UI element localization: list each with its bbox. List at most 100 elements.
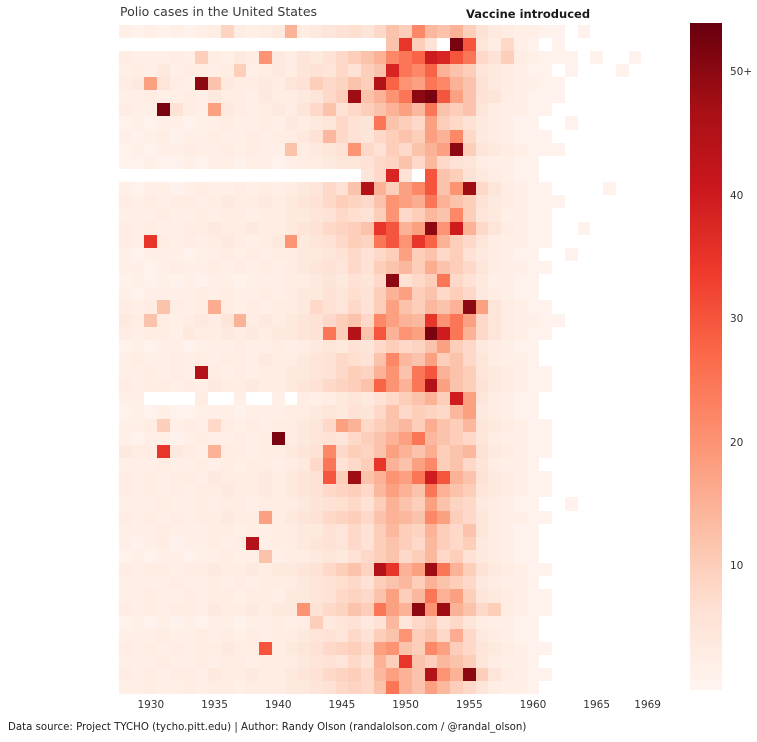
heatmap-cell (373, 379, 387, 393)
heatmap-cell (310, 549, 323, 564)
heatmap-cell (475, 655, 489, 669)
heatmap-cell (297, 352, 311, 367)
heatmap-cell (552, 313, 565, 327)
heatmap-cell (475, 195, 489, 209)
heatmap-cell (259, 655, 272, 669)
heatmap-cell (475, 155, 489, 169)
heatmap-cell (195, 116, 209, 130)
heatmap-cell (259, 77, 272, 91)
heatmap-cell (603, 116, 616, 130)
heatmap-cell (411, 576, 425, 590)
heatmap-cell (539, 655, 553, 669)
heatmap-cell (297, 274, 311, 288)
heatmap-cell (169, 103, 183, 117)
heatmap-cell (641, 169, 654, 183)
heatmap-cell (233, 274, 247, 288)
heatmap-cell (488, 50, 502, 64)
heatmap-cell (157, 471, 170, 485)
heatmap-cell (386, 208, 400, 222)
heatmap-cell (450, 523, 463, 537)
heatmap-cell (424, 208, 438, 222)
heatmap-cell (284, 300, 298, 314)
heatmap-cell (220, 431, 234, 445)
heatmap-cell (322, 300, 336, 314)
heatmap-cell (539, 628, 553, 642)
heatmap-cell (615, 484, 629, 498)
heatmap-cell (501, 195, 514, 209)
heatmap-cell (284, 418, 298, 432)
heatmap-cell (475, 549, 489, 564)
heatmap-cell (462, 510, 476, 524)
heatmap-cell (386, 576, 400, 590)
heatmap-cell (615, 339, 629, 353)
heatmap-cell (475, 63, 489, 78)
heatmap-cell (615, 563, 629, 577)
heatmap-cell (501, 37, 514, 51)
heatmap-cell (373, 195, 387, 209)
heatmap-cell (628, 536, 642, 550)
heatmap-cell (195, 576, 209, 590)
heatmap-cell (564, 536, 578, 550)
heatmap-cell (157, 287, 170, 301)
heatmap-cell (271, 576, 285, 590)
heatmap-cell (475, 458, 489, 472)
heatmap-cell (310, 90, 323, 104)
heatmap-cell (552, 339, 565, 353)
heatmap-cell (399, 484, 412, 498)
heatmap-cell (169, 50, 183, 64)
heatmap-cell (233, 668, 247, 682)
heatmap-cell (628, 589, 642, 603)
heatmap-cell (399, 655, 412, 669)
heatmap-cell (119, 142, 132, 156)
heatmap-cell (386, 510, 400, 524)
heatmap-cell (475, 326, 489, 340)
heatmap-cell (411, 366, 425, 380)
heatmap-cell (284, 497, 298, 511)
heatmap-cell (297, 392, 311, 406)
heatmap-cell (169, 523, 183, 537)
heatmap-cell (641, 352, 654, 367)
heatmap-cell (424, 142, 438, 156)
heatmap-cell (564, 142, 578, 156)
heatmap-cell (361, 247, 374, 261)
heatmap-cell (475, 287, 489, 301)
heatmap-cell (310, 221, 323, 235)
heatmap-cell (157, 63, 170, 78)
heatmap-cell (348, 142, 362, 156)
heatmap-cell (450, 77, 463, 91)
heatmap-cell (488, 602, 502, 616)
heatmap-cell (475, 77, 489, 91)
heatmap-cell (335, 169, 349, 183)
heatmap-cell (322, 392, 336, 406)
heatmap-cell (157, 182, 170, 196)
heatmap-cell (182, 681, 196, 695)
heatmap-cell (310, 247, 323, 261)
heatmap-cell (208, 77, 221, 91)
heatmap-cell (297, 313, 311, 327)
heatmap-cell (641, 142, 654, 156)
heatmap-cell (284, 287, 298, 301)
heatmap-cell (373, 366, 387, 380)
heatmap-cell (513, 103, 527, 117)
heatmap-cell (297, 510, 311, 524)
heatmap-cell (195, 221, 209, 235)
heatmap-cell (462, 155, 476, 169)
heatmap-cell (424, 90, 438, 104)
heatmap-cell (131, 431, 145, 445)
heatmap-cell (628, 458, 642, 472)
heatmap-cell (348, 24, 362, 38)
heatmap-cell (233, 90, 247, 104)
heatmap-cell (182, 602, 196, 616)
heatmap-cell (399, 313, 412, 327)
heatmap-cell (348, 655, 362, 669)
heatmap-cell (577, 313, 591, 327)
heatmap-cell (462, 405, 476, 419)
heatmap-cell (348, 576, 362, 590)
heatmap-cell (208, 510, 221, 524)
heatmap-cell (246, 155, 260, 169)
heatmap-cell (119, 274, 132, 288)
heatmap-cell (322, 379, 336, 393)
heatmap-cell (182, 50, 196, 64)
heatmap-cell (233, 484, 247, 498)
heatmap-cell (577, 169, 591, 183)
